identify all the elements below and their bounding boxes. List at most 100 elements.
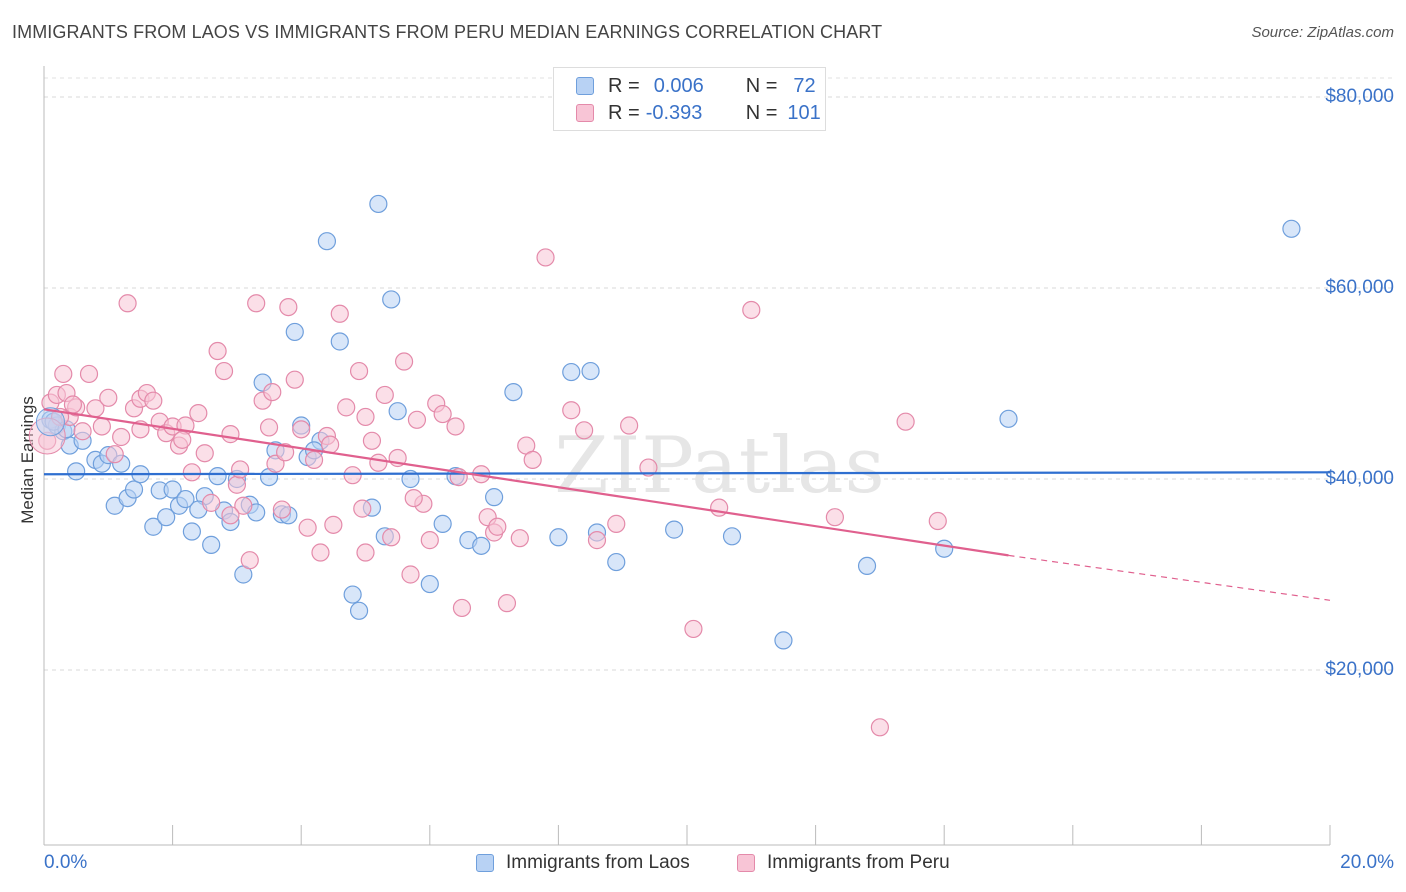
peru-point <box>523 450 542 469</box>
laos-point <box>665 520 684 539</box>
n-label: N = <box>745 74 778 97</box>
peru-point <box>356 543 375 562</box>
r-label: R = <box>608 74 640 97</box>
peru-point <box>276 443 295 462</box>
watermark: ZIPatlas <box>554 421 885 511</box>
r-label: R = <box>608 101 640 124</box>
peru-legend-label: Immigrants from Peru <box>767 852 950 873</box>
laos-trend-line <box>43 471 1331 476</box>
laos-point <box>562 362 581 382</box>
peru-point <box>369 453 388 472</box>
peru-point <box>639 458 658 477</box>
peru-point <box>311 543 330 562</box>
peru-point <box>587 531 607 550</box>
laos-point <box>285 322 304 342</box>
laos-point <box>163 480 182 499</box>
x-tick-min: 0.0% <box>44 852 88 873</box>
y-tick-label: $80,000 <box>1325 86 1394 107</box>
peru-point <box>112 427 131 447</box>
peru-point <box>231 460 250 479</box>
peru-point <box>214 361 234 381</box>
peru-point <box>870 718 890 737</box>
peru-point <box>497 594 517 613</box>
peru-point <box>375 385 394 405</box>
peru-point <box>488 517 507 536</box>
peru-point <box>420 531 439 550</box>
bottom-legend-peru: Immigrants from Peru <box>737 852 950 874</box>
laos-point <box>935 539 954 558</box>
peru-point <box>684 619 703 639</box>
laos-point <box>176 489 195 509</box>
peru-point <box>742 300 761 320</box>
laos-point <box>369 194 388 214</box>
laos-n-value: 72 <box>793 74 816 97</box>
laos-point <box>349 601 369 620</box>
peru-point <box>896 412 915 431</box>
laos-point <box>182 522 201 541</box>
peru-point <box>928 511 947 531</box>
peru-point <box>144 391 163 410</box>
peru-point <box>575 421 594 440</box>
peru-point <box>247 294 266 313</box>
laos-point <box>722 527 742 546</box>
peru-point <box>607 514 626 533</box>
peru-r-value: -0.393 <box>645 101 703 124</box>
laos-point <box>208 467 227 486</box>
peru-point <box>99 388 118 407</box>
peru-point <box>272 500 292 519</box>
peru-point <box>510 529 529 548</box>
source-label: Source: ZipAtlas.com <box>1251 24 1394 41</box>
peru-point <box>202 493 221 512</box>
laos-point <box>388 402 407 421</box>
peru-point <box>452 598 472 618</box>
peru-point <box>394 352 414 371</box>
peru-point <box>54 364 73 384</box>
y-tick-label: $60,000 <box>1325 277 1394 298</box>
laos-swatch <box>576 77 594 95</box>
peru-point <box>404 489 423 508</box>
peru-point <box>446 417 465 436</box>
peru-point <box>433 404 452 424</box>
legend-row-laos: R = 0.006 N = 72 <box>576 74 816 98</box>
laos-point <box>999 409 1018 428</box>
peru-point <box>407 410 427 429</box>
bottom-legend-laos: Immigrants from Laos <box>476 852 690 874</box>
laos-point <box>472 536 491 555</box>
laos-point <box>144 517 163 536</box>
laos-point <box>1282 219 1301 238</box>
peru-point <box>79 364 99 384</box>
peru-point <box>353 499 372 518</box>
laos-point <box>343 585 362 604</box>
peru-point <box>208 341 227 361</box>
laos-point <box>607 552 626 572</box>
x-tick-max: 20.0% <box>1340 852 1394 873</box>
laos-point <box>382 290 401 309</box>
peru-legend-swatch <box>737 854 755 872</box>
laos-point <box>317 232 337 251</box>
peru-point <box>227 475 246 494</box>
laos-r-value: 0.006 <box>653 74 704 97</box>
peru-point <box>240 551 259 570</box>
peru-point <box>304 450 324 469</box>
laos-point <box>35 407 65 437</box>
peru-point <box>343 466 362 485</box>
y-tick-label: $40,000 <box>1325 468 1394 489</box>
peru-point <box>401 565 420 584</box>
laos-point <box>202 535 221 554</box>
peru-point <box>292 420 311 439</box>
peru-point <box>285 370 304 389</box>
laos-point <box>330 332 349 351</box>
peru-point <box>324 515 343 534</box>
y-tick-label: $20,000 <box>1325 659 1394 680</box>
laos-legend-swatch <box>476 854 494 872</box>
peru-point <box>382 528 401 547</box>
peru-point <box>279 298 298 317</box>
peru-point <box>189 404 208 423</box>
peru-point <box>330 304 349 323</box>
laos-point <box>157 508 176 527</box>
peru-point <box>234 496 253 515</box>
peru-point <box>92 417 111 436</box>
peru-point <box>536 248 555 267</box>
laos-point <box>124 480 144 499</box>
